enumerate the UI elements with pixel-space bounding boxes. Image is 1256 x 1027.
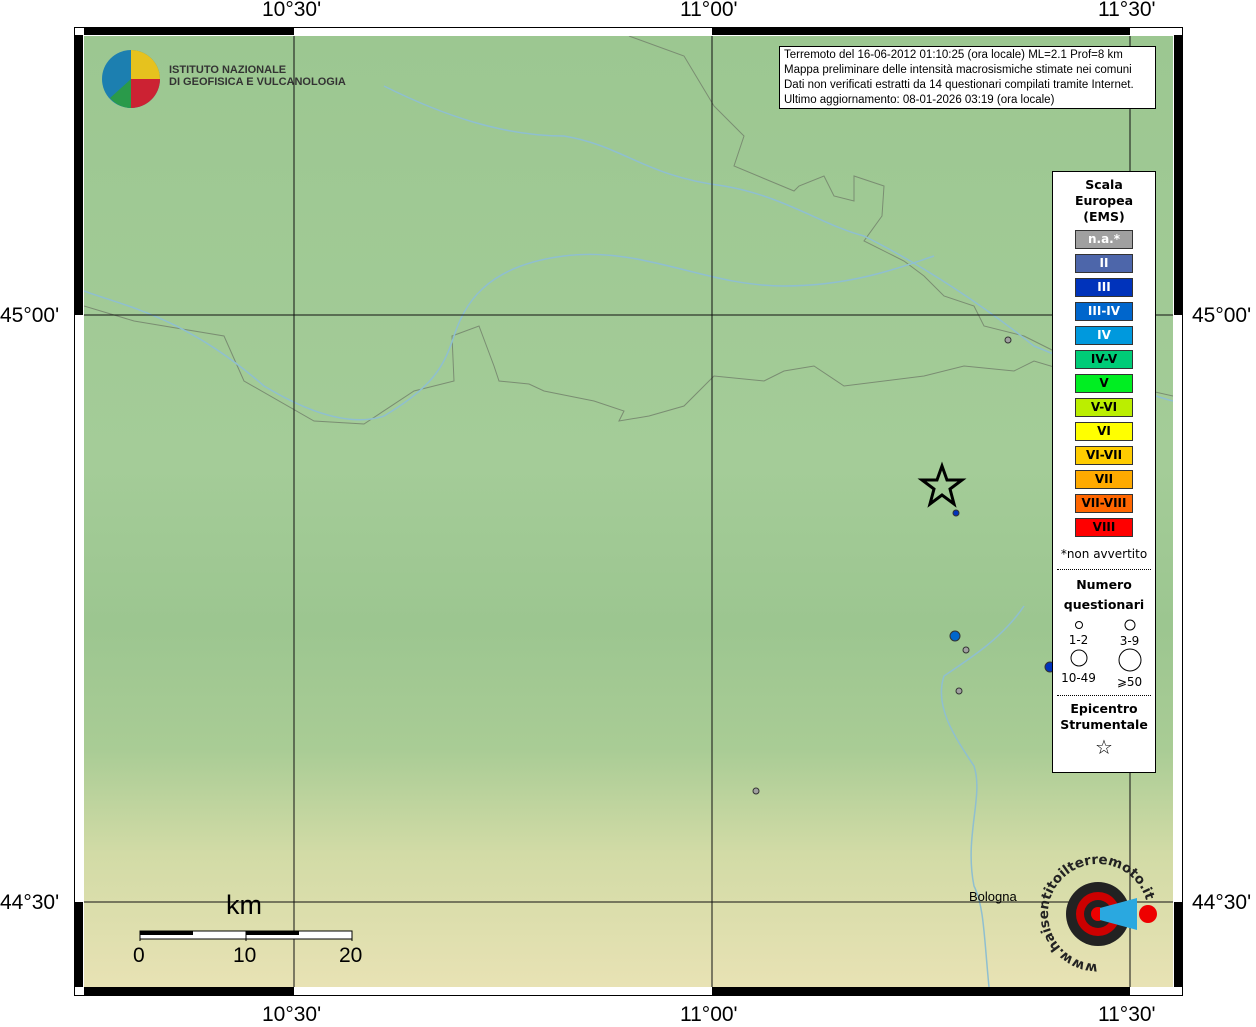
ems-swatch: V-VI [1075, 398, 1133, 417]
lon-tick-top: 11°30' [1098, 0, 1156, 21]
ems-swatch: VIII [1075, 518, 1133, 537]
intensity-point[interactable] [752, 787, 760, 795]
legend-divider [1057, 695, 1151, 696]
intensity-point[interactable] [955, 687, 963, 695]
lat-tick-right: 45°00' [1192, 304, 1252, 327]
lon-tick-bottom: 11°30' [1098, 1003, 1156, 1026]
place-label: Bologna [969, 889, 1017, 904]
count-label: 3-9 [1119, 634, 1140, 648]
intensity-point[interactable] [949, 630, 961, 642]
scale-label: 0 [133, 944, 145, 967]
circle-icon [1118, 648, 1141, 672]
intensity-point[interactable] [1004, 336, 1012, 344]
info-line: Ultimo aggiornamento: 08-01-2026 03:19 (… [784, 94, 1055, 106]
map-canvas[interactable] [84, 36, 1173, 987]
ems-swatch: III-IV [1075, 302, 1133, 321]
lon-tick-bottom: 11°00' [680, 1003, 738, 1026]
legend-divider [1057, 569, 1151, 570]
ems-swatch: IV [1075, 326, 1133, 345]
ems-swatch: V [1075, 374, 1133, 393]
scale-unit: km [226, 890, 262, 920]
legend-note: *non avvertito [1060, 547, 1148, 561]
event-info-box: Terremoto del 16-06-2012 01:10:25 (ora l… [779, 46, 1156, 109]
lon-tick-top: 11°00' [680, 0, 738, 21]
epicenter-title: Epicentro Strumentale [1060, 701, 1148, 732]
ems-swatch: IV-V [1075, 350, 1133, 369]
circle-icon [1124, 619, 1135, 631]
legend: Scala Europea (EMS) n.a.* II III III-IV IV IV-V… [1052, 171, 1156, 773]
intensity-point[interactable] [962, 646, 970, 654]
logo-line2: DI GEOFISICA E VULCANOLOGIA [169, 76, 346, 88]
ems-swatch: III [1075, 278, 1133, 297]
lat-tick-left: 44°30' [0, 891, 60, 914]
count-title: Numero questionari [1063, 577, 1145, 612]
info-line: Dati non verificati estratti da 14 quest… [784, 79, 1134, 91]
lat-tick-left: 45°00' [0, 304, 60, 327]
legend-title: Scala Europea (EMS) [1074, 177, 1134, 224]
ems-swatch: VII [1075, 470, 1133, 489]
count-label: 10-49 [1061, 671, 1096, 685]
logo-line1: ISTITUTO NAZIONALE [169, 64, 287, 76]
epicenter-star-icon [917, 461, 967, 508]
ems-swatch: VII-VIII [1075, 494, 1133, 513]
lon-tick-top: 10°30' [262, 0, 322, 21]
scale-label: 20 [339, 944, 363, 967]
ems-swatch: n.a.* [1075, 230, 1133, 249]
ems-swatches: n.a.* II III III-IV IV IV-V V V-VI VI VI-VII VII VI… [1053, 230, 1155, 537]
star-icon: ☆ [1095, 735, 1113, 759]
info-line: Terremoto del 16-06-2012 01:10:25 (ora l… [784, 49, 1123, 61]
circle-icon [1070, 649, 1087, 667]
lon-tick-bottom: 10°30' [262, 1003, 322, 1026]
lat-tick-right: 44°30' [1192, 891, 1252, 914]
count-label: ⩾50 [1116, 675, 1143, 689]
ems-swatch: VI [1075, 422, 1133, 441]
intensity-point[interactable] [952, 509, 960, 517]
ems-swatch: II [1075, 254, 1133, 273]
count-label: 1-2 [1068, 633, 1089, 647]
ems-swatch: VI-VII [1075, 446, 1133, 465]
scale-bar-graphic [139, 930, 353, 941]
circle-icon [1074, 621, 1083, 629]
brand-logo: www.haisentitoilterremoto.it [1036, 852, 1160, 980]
scale-label: 10 [233, 944, 257, 967]
info-line: Mappa preliminare delle intensità macros… [784, 64, 1132, 76]
